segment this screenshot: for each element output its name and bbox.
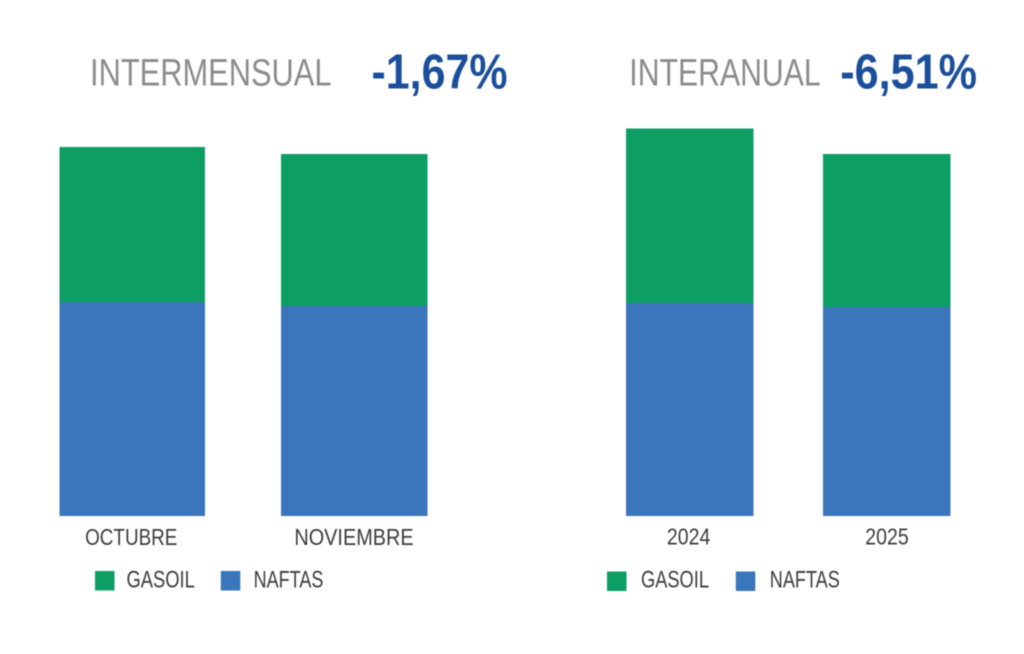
svg-text:2024: 2024 [667, 524, 711, 550]
svg-text:NAFTAS: NAFTAS [770, 567, 840, 594]
svg-text:OCTUBRE: OCTUBRE [85, 524, 177, 550]
svg-text:GASOIL: GASOIL [641, 567, 709, 594]
svg-text:INTERANUAL: INTERANUAL [629, 53, 820, 95]
svg-text:-1,67%: -1,67% [372, 46, 508, 100]
svg-text:NOVIEMBRE: NOVIEMBRE [294, 524, 413, 550]
svg-text:NAFTAS: NAFTAS [254, 567, 324, 594]
svg-text:INTERMENSUAL: INTERMENSUAL [90, 53, 332, 95]
svg-text:2025: 2025 [865, 524, 908, 550]
svg-text:GASOIL: GASOIL [127, 567, 195, 594]
svg-text:-6,51%: -6,51% [840, 46, 977, 100]
